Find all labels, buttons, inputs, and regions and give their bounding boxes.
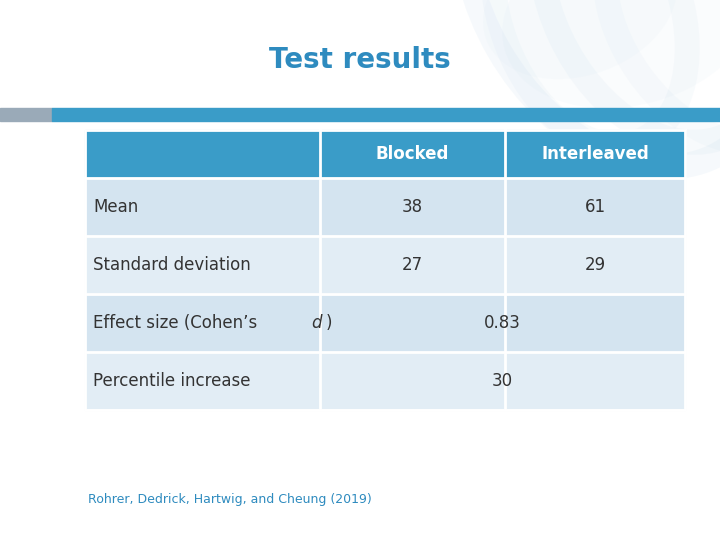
Bar [85, 236, 685, 294]
Text: d: d [312, 314, 323, 332]
Bar [85, 130, 685, 410]
Text: Test results: Test results [269, 46, 451, 74]
Bar [0, 108, 52, 121]
Text: 29: 29 [585, 256, 606, 274]
Text: 30: 30 [492, 372, 513, 390]
Text: ): ) [325, 314, 332, 332]
Text: 0.83: 0.83 [484, 314, 521, 332]
Text: Effect size (Cohen’s: Effect size (Cohen’s [93, 314, 263, 332]
Ellipse shape [503, 0, 720, 108]
Text: 61: 61 [585, 198, 606, 216]
Ellipse shape [483, 0, 677, 79]
Text: Percentile increase: Percentile increase [93, 372, 251, 390]
Text: Blocked: Blocked [376, 145, 449, 163]
Bar [85, 178, 685, 236]
Text: Rohrer, Dedrick, Hartwig, and Cheung (2019): Rohrer, Dedrick, Hartwig, and Cheung (20… [88, 494, 372, 507]
Text: Interleaved: Interleaved [541, 145, 649, 163]
Text: Standard deviation: Standard deviation [93, 256, 251, 274]
Text: 38: 38 [402, 198, 423, 216]
Bar [85, 352, 685, 410]
Text: 27: 27 [402, 256, 423, 274]
Bar [85, 130, 685, 178]
Bar [85, 294, 685, 352]
Bar [52, 108, 720, 121]
Text: Mean: Mean [93, 198, 138, 216]
